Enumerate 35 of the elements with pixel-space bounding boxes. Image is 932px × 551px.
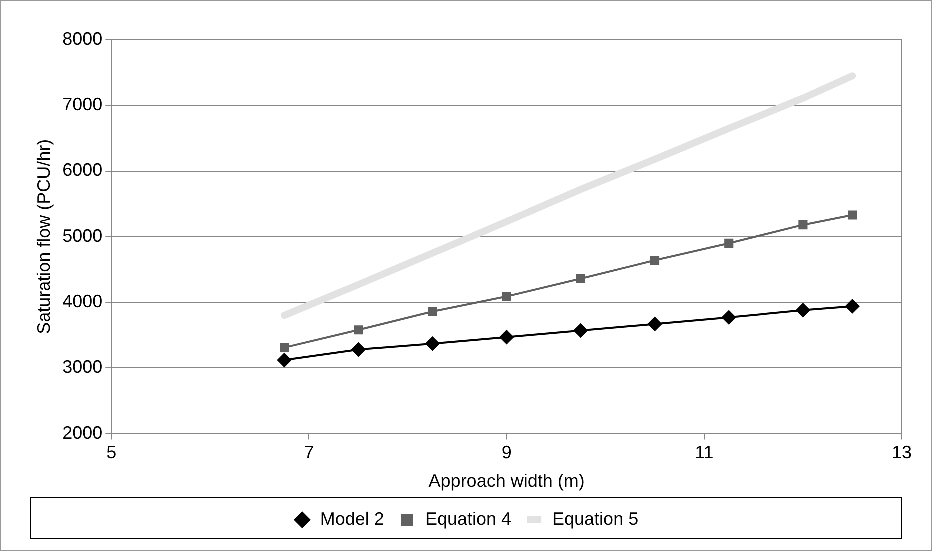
point [354, 326, 364, 335]
point [796, 303, 810, 318]
point [428, 307, 438, 316]
x-axis-title: Approach width (m) [428, 471, 585, 492]
point [722, 310, 736, 325]
legend-label: Equation 4 [425, 508, 512, 529]
legend-label: Model 2 [320, 508, 384, 529]
point [798, 220, 808, 230]
point [500, 330, 514, 344]
x-tick-label: 7 [304, 442, 314, 463]
point [502, 292, 512, 302]
point [724, 238, 734, 248]
point [576, 274, 586, 284]
point [648, 317, 662, 332]
point [846, 299, 860, 314]
y-tick-label: 2000 [62, 422, 103, 443]
point [280, 343, 290, 352]
x-tick-label: 13 [892, 442, 912, 463]
point [426, 336, 440, 351]
y-axis-title: Saturation flow (PCU/hr) [34, 139, 54, 334]
point [574, 324, 588, 338]
x-tick-label: 5 [106, 442, 117, 463]
point [278, 353, 292, 368]
legend-label: Equation 5 [552, 508, 639, 529]
y-tick-label: 3000 [62, 357, 103, 378]
y-tick-label: 8000 [62, 28, 103, 49]
y-tick-label: 4000 [62, 292, 103, 312]
y-tick-label: 7000 [62, 94, 103, 115]
y-tick-label: 6000 [62, 160, 103, 180]
point [848, 210, 858, 220]
x-tick-label: 9 [502, 442, 512, 463]
y-tick-label: 5000 [62, 226, 103, 246]
x-tick-label: 11 [695, 442, 714, 463]
point [352, 342, 366, 357]
point [650, 256, 660, 266]
